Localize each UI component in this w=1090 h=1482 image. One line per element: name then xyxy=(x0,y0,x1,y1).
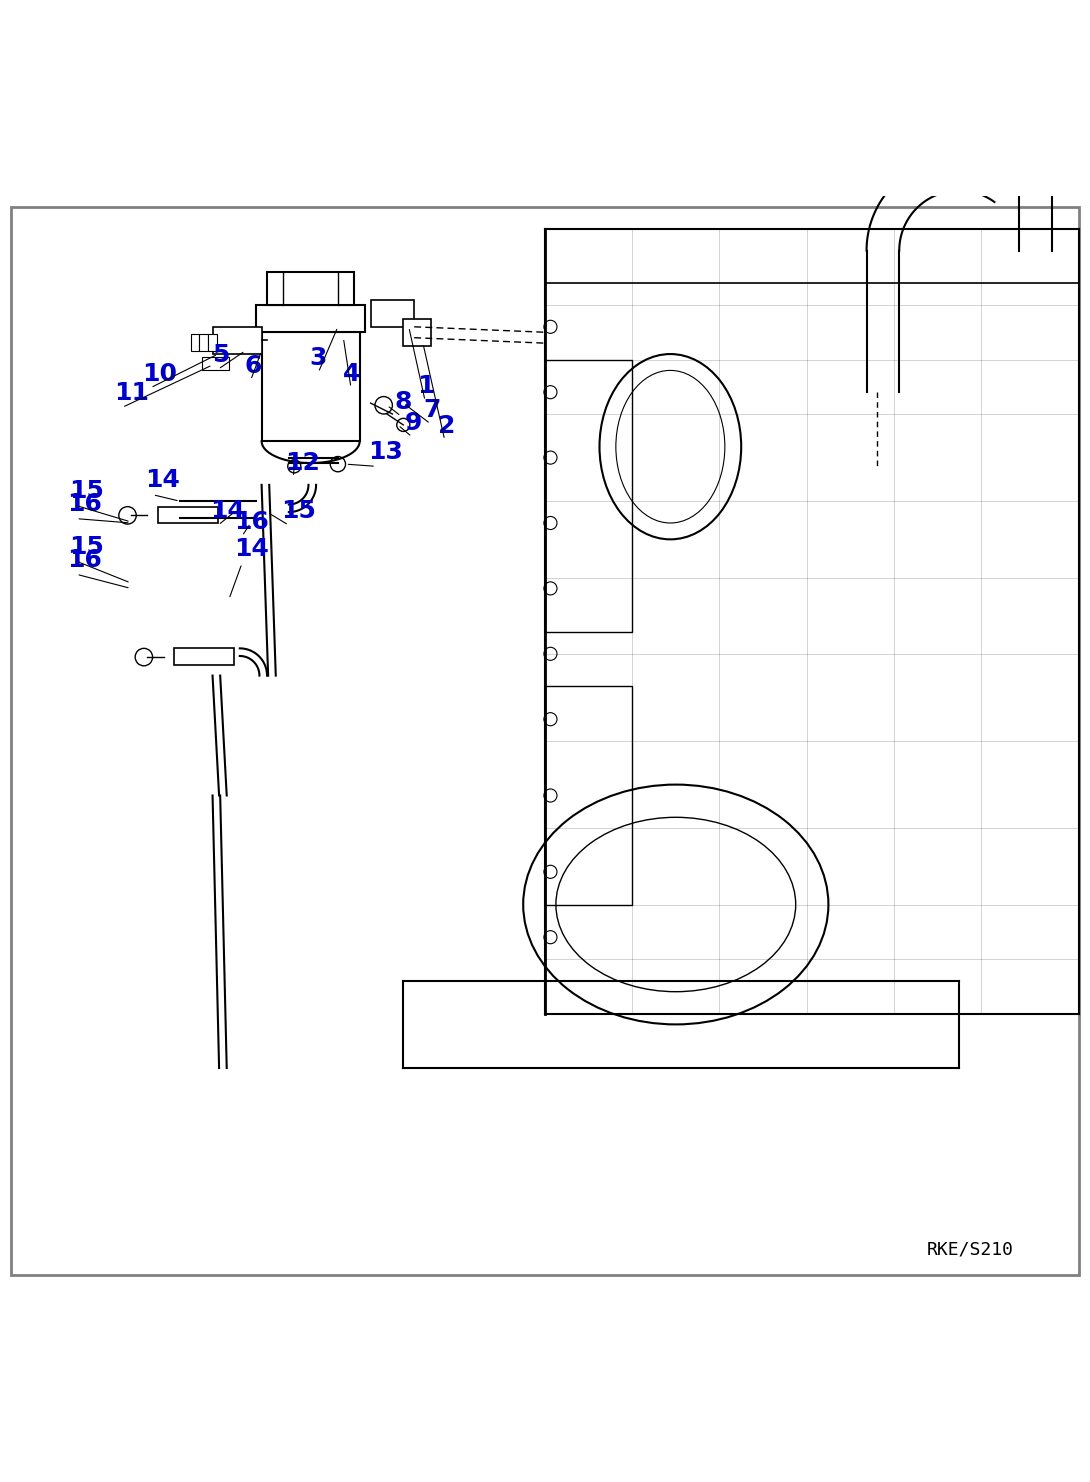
Bar xyxy=(545,686,632,904)
Bar xyxy=(202,357,229,370)
Bar xyxy=(262,332,360,442)
Bar xyxy=(371,299,414,328)
Text: 14: 14 xyxy=(210,499,245,523)
Text: 16: 16 xyxy=(68,548,102,572)
Text: 7: 7 xyxy=(423,397,440,422)
Text: 16: 16 xyxy=(68,492,102,516)
Bar xyxy=(208,335,217,351)
Text: 6: 6 xyxy=(244,354,262,378)
Bar xyxy=(158,507,218,523)
Text: 5: 5 xyxy=(213,344,230,368)
Text: 15: 15 xyxy=(281,499,316,523)
Text: 16: 16 xyxy=(234,510,269,534)
Bar xyxy=(174,648,234,665)
Bar xyxy=(199,335,208,351)
Bar xyxy=(256,305,365,332)
Text: 14: 14 xyxy=(234,536,269,562)
Bar xyxy=(191,335,199,351)
Text: 14: 14 xyxy=(145,468,180,492)
Text: RKE/S210: RKE/S210 xyxy=(926,1240,1014,1258)
Bar xyxy=(267,273,354,305)
Text: 8: 8 xyxy=(395,390,412,413)
Text: 1: 1 xyxy=(417,373,435,397)
Text: 10: 10 xyxy=(142,362,177,385)
Bar xyxy=(545,360,632,631)
Bar xyxy=(545,228,1079,283)
Bar xyxy=(403,319,431,347)
Text: 11: 11 xyxy=(114,381,149,405)
Text: 4: 4 xyxy=(343,362,361,385)
Text: 15: 15 xyxy=(69,535,104,559)
Text: 3: 3 xyxy=(310,347,327,370)
Text: 15: 15 xyxy=(69,479,104,504)
Text: 13: 13 xyxy=(368,440,403,464)
Text: 9: 9 xyxy=(404,411,422,434)
Bar xyxy=(213,328,262,354)
Text: 12: 12 xyxy=(286,451,320,476)
Text: 2: 2 xyxy=(438,413,456,439)
